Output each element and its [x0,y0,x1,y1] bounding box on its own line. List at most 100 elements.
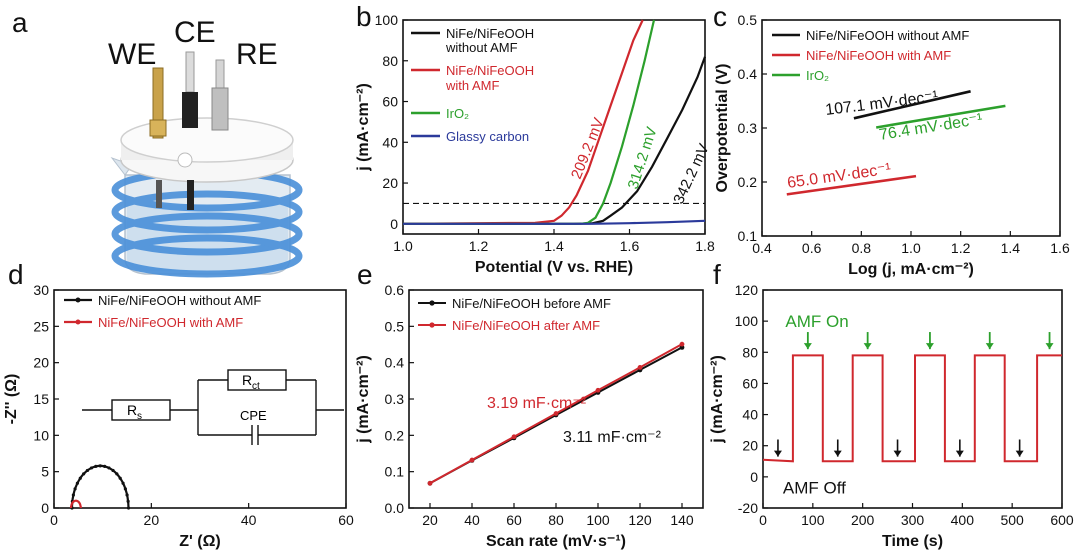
x-tick-label: 40 [241,512,257,528]
legend-marker-0 [429,300,435,306]
x-tick-label: 0.4 [752,240,772,256]
x-tick-label: 0.6 [802,240,822,256]
cdl-point [553,411,559,416]
amf-on-arrow-head [803,343,812,350]
legend-label-1: NiFe/NiFeOOH after AMF [452,318,600,333]
x-tick-label: 0 [759,512,767,528]
amf-on-arrow-head [863,343,872,350]
re-label: RE [236,38,278,71]
x-tick-label: 1.0 [393,238,413,254]
we-label: WE [108,38,156,71]
circuit-rs-label: R [127,402,137,418]
circuit-rct-label: R [242,372,252,388]
y-axis-label: j (mA·cm⁻²) [355,83,372,172]
y-tick-label: 0 [41,500,49,516]
x-tick-label: 1.4 [544,238,564,254]
y-tick-label: 30 [33,282,49,298]
legend-label-0: without AMF [445,40,518,55]
amf-off-arrow-head [833,450,842,457]
nyquist-point [118,476,122,480]
capacitance-annotation-1: 3.11 mF·cm⁻² [563,429,662,446]
circuit-rs-subscript: s [137,411,142,422]
chart-e-cdl: 20 40 60 80 100 120 140 0.0 0.1 0.2 0.3 0.4 0.5 0.6 Sc… [355,282,704,550]
legend-label-1: NiFe/NiFeOOH with AMF [806,48,951,63]
x-tick-label: 80 [548,512,564,528]
nyquist-point [78,476,82,480]
we-electrode-rod [152,67,164,139]
nyquist-point [123,487,127,491]
circuit-rct-subscript: ct [252,381,260,392]
y-axis-label: j (mA·cm⁻²) [709,355,726,444]
series-line-1 [402,19,644,225]
x-tick-label: 1.2 [469,238,489,254]
x-axis-label: Log (j, mA·cm⁻²) [848,261,974,278]
cdl-point [595,387,601,393]
y-tick-label: 40 [382,134,398,150]
nyquist-point [103,464,107,468]
we-electrode-tip [156,180,162,208]
legend-marker-1 [429,322,435,328]
chart-b-lsv: 1.0 1.2 1.4 1.6 1.8 0 20 40 60 80 100 Potential (V … [355,12,715,276]
y-tick-label: 0 [390,216,398,232]
nyquist-point [73,487,77,491]
y-tick-label: 40 [742,407,758,423]
tafel-slope-annotation-1: 76.4 mV·dec⁻¹ [878,111,984,144]
legend-label-3: Glassy carbon [446,129,529,144]
nyquist-point [98,464,102,468]
x-tick-label: 600 [1050,512,1074,528]
x-tick-label: 20 [422,512,438,528]
ce-electrode-tip [187,180,194,210]
x-axis-label: Scan rate (mV·s⁻¹) [486,533,626,550]
y-tick-label: 0.2 [738,174,758,190]
y-tick-label: 0.4 [738,66,758,82]
y-tick-label: 0.5 [738,12,758,28]
overpotential-annotation-2: 342.2 mV [670,141,713,206]
x-axis-label: Time (s) [882,533,943,550]
y-tick-label: 0.3 [738,120,758,136]
x-tick-label: 60 [338,512,354,528]
cell-lid-top [120,117,294,163]
series-line-2 [403,19,656,225]
series-line-3 [403,219,706,225]
y-tick-label: 0.2 [385,427,405,443]
amf-off-arrow-head [893,450,902,457]
panel-letter-a: a [12,7,28,38]
y-tick-label: 5 [41,464,49,480]
legend-label-1: with AMF [445,78,500,93]
x-tick-label: 60 [506,512,522,528]
nyquist-point [115,472,119,476]
y-tick-label: 80 [742,344,758,360]
x-tick-label: 0.8 [852,240,872,256]
y-tick-label: 100 [375,12,399,28]
nyquist-point [85,468,90,473]
nyquist-point [111,468,115,473]
legend-label-0: NiFe/NiFeOOH before AMF [452,296,611,311]
x-tick-label: 100 [801,512,825,528]
cdl-point [427,480,433,486]
cdl-point [469,457,475,463]
amf-off-arrow-head [955,450,964,457]
legend-marker-0 [75,297,81,303]
tafel-line-0 [853,90,971,120]
amf-off-label: AMF Off [783,478,846,497]
y-axis-label: -Z'' (Ω) [3,374,20,425]
panel-letter-f: f [713,259,721,290]
x-axis-label: Z' (Ω) [179,533,221,550]
y-tick-label: 0 [750,469,758,485]
y-tick-label: 0.0 [385,500,405,516]
panel-letter-d: d [8,259,24,290]
y-tick-label: 60 [742,375,758,391]
ce-label: CE [174,16,216,49]
x-tick-label: 200 [851,512,875,528]
legend-marker-1 [75,319,81,325]
cdl-point [679,341,685,347]
we-electrode-holder [149,119,167,137]
amf-on-label: AMF On [785,312,848,331]
x-tick-label: 120 [628,512,652,528]
x-tick-label: 1.2 [951,240,971,256]
panel-letter-b: b [356,1,372,32]
y-tick-label: 15 [33,391,49,407]
circuit-cpe-label: CPE [240,408,267,423]
y-tick-label: 0.3 [385,391,405,407]
